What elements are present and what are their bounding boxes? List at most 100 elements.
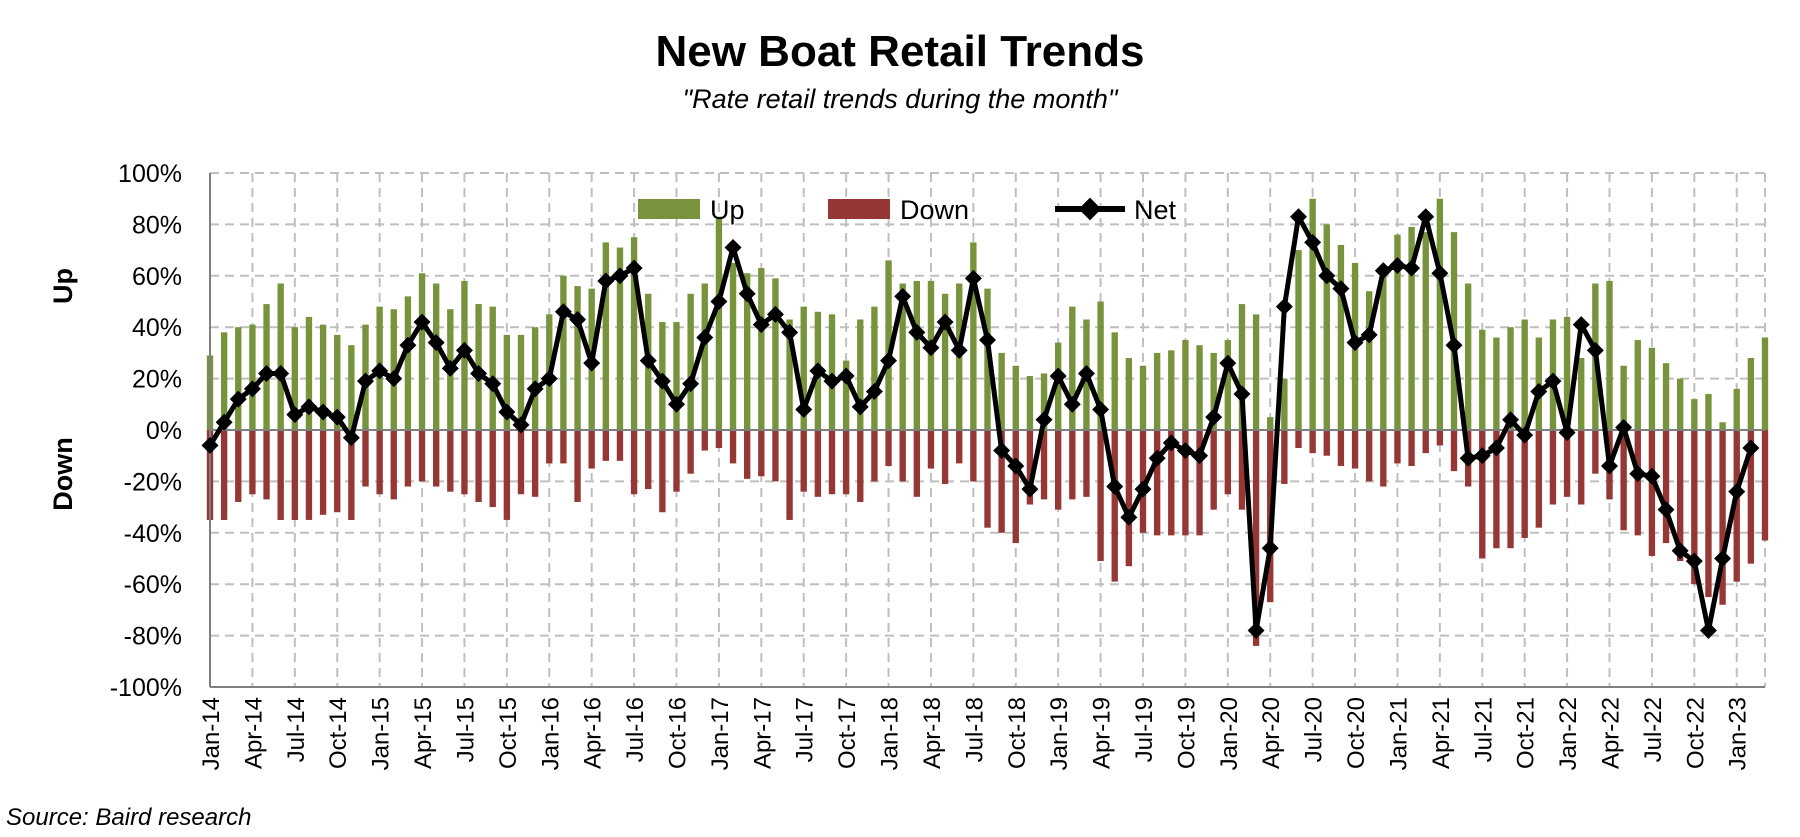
down-bar bbox=[1761, 430, 1769, 541]
legend-swatch-up bbox=[638, 199, 700, 219]
y-tick-label: -80% bbox=[124, 623, 182, 651]
up-bar bbox=[1281, 378, 1288, 430]
down-bar bbox=[588, 430, 595, 469]
net-marker bbox=[1134, 480, 1152, 498]
up-bar bbox=[800, 306, 807, 430]
x-tick-label: Jan-22 bbox=[1555, 697, 1582, 770]
up-bar bbox=[630, 237, 638, 430]
up-bar bbox=[1196, 345, 1203, 430]
legend-swatch-down bbox=[828, 199, 890, 219]
down-bar bbox=[758, 430, 765, 477]
net-marker bbox=[1063, 395, 1081, 413]
y-tick-label: 0% bbox=[146, 417, 182, 445]
up-bar bbox=[1238, 304, 1246, 430]
up-bar bbox=[277, 283, 284, 430]
net-marker bbox=[441, 359, 459, 377]
down-bar bbox=[984, 430, 991, 528]
down-bar bbox=[1026, 430, 1034, 505]
x-tick-label: Apr-18 bbox=[919, 697, 946, 769]
net-marker bbox=[653, 372, 671, 390]
net-marker bbox=[979, 331, 996, 349]
x-tick-label: Jul-17 bbox=[792, 697, 819, 762]
legend-marker-net bbox=[1078, 197, 1102, 221]
down-bar bbox=[1323, 430, 1330, 456]
down-bar bbox=[956, 430, 963, 464]
net-marker bbox=[1219, 354, 1237, 372]
x-tick-label: Oct-20 bbox=[1343, 697, 1370, 769]
y-axis-label-up: Up bbox=[48, 268, 78, 304]
down-bar bbox=[1648, 430, 1656, 556]
net-marker bbox=[1558, 424, 1576, 442]
net-marker bbox=[752, 316, 770, 334]
down-bar bbox=[871, 430, 878, 482]
up-bar bbox=[1634, 340, 1641, 430]
up-bar bbox=[1153, 352, 1161, 430]
down-bar bbox=[574, 430, 581, 502]
chart-subtitle: "Rate retail trends during the month" bbox=[683, 84, 1119, 114]
down-bar bbox=[1337, 430, 1345, 466]
down-bar bbox=[1691, 430, 1698, 585]
up-bar bbox=[433, 283, 440, 430]
net-marker bbox=[1092, 400, 1110, 418]
up-bar bbox=[404, 296, 412, 430]
net-marker bbox=[766, 305, 784, 323]
net-marker bbox=[201, 436, 219, 454]
up-bar bbox=[220, 332, 228, 430]
down-bar bbox=[1549, 430, 1557, 505]
up-bar bbox=[249, 324, 256, 430]
down-bar bbox=[1408, 430, 1415, 466]
net-marker bbox=[300, 398, 318, 416]
down-bar bbox=[362, 430, 369, 487]
x-tick-label: Oct-17 bbox=[834, 697, 861, 769]
down-bar bbox=[1083, 430, 1090, 497]
down-bar bbox=[291, 430, 298, 520]
x-tick-label: Jan-21 bbox=[1385, 697, 1412, 770]
x-tick-label: Apr-17 bbox=[749, 697, 776, 769]
down-bar bbox=[1479, 430, 1486, 559]
net-marker bbox=[583, 354, 601, 372]
up-bar bbox=[1479, 329, 1486, 430]
net-marker bbox=[1120, 508, 1138, 526]
up-bar bbox=[842, 360, 850, 430]
net-marker bbox=[795, 400, 813, 418]
down-bar bbox=[941, 430, 949, 484]
up-bar bbox=[758, 268, 765, 430]
net-marker bbox=[498, 403, 516, 421]
up-bar bbox=[1464, 283, 1472, 430]
net-marker bbox=[1601, 457, 1618, 475]
down-bar bbox=[715, 430, 723, 448]
up-bar bbox=[913, 280, 920, 430]
down-bar bbox=[1252, 430, 1260, 646]
net-marker bbox=[470, 364, 488, 382]
y-tick-label: 20% bbox=[132, 366, 182, 394]
down-bar bbox=[630, 430, 638, 495]
x-tick-label: Jul-21 bbox=[1470, 697, 1497, 762]
down-bar bbox=[1493, 430, 1500, 549]
up-bar bbox=[319, 324, 327, 430]
down-bar bbox=[1238, 430, 1246, 510]
down-bar bbox=[1040, 430, 1048, 500]
x-tick-label: Jul-16 bbox=[622, 697, 649, 762]
net-marker bbox=[724, 239, 742, 257]
x-tick-label: Oct-15 bbox=[495, 697, 522, 769]
down-bar bbox=[828, 430, 836, 495]
up-bar bbox=[1691, 399, 1698, 430]
down-bar bbox=[376, 430, 383, 495]
up-bar bbox=[305, 316, 313, 430]
down-bar bbox=[1507, 430, 1514, 549]
down-bar bbox=[1450, 430, 1458, 472]
down-bar bbox=[1309, 430, 1316, 454]
y-tick-label: 40% bbox=[132, 314, 182, 342]
x-tick-label: Oct-18 bbox=[1004, 697, 1031, 769]
net-marker bbox=[314, 403, 332, 421]
y-tick-label: -40% bbox=[124, 520, 182, 548]
net-marker bbox=[597, 272, 615, 290]
up-bar bbox=[970, 242, 977, 430]
up-bar bbox=[1705, 394, 1712, 430]
up-bar bbox=[941, 293, 949, 430]
down-bar bbox=[1394, 430, 1401, 464]
down-bar bbox=[687, 430, 694, 474]
net-marker bbox=[1388, 257, 1406, 275]
x-tick-label: Apr-14 bbox=[240, 697, 267, 769]
net-marker bbox=[569, 311, 587, 328]
